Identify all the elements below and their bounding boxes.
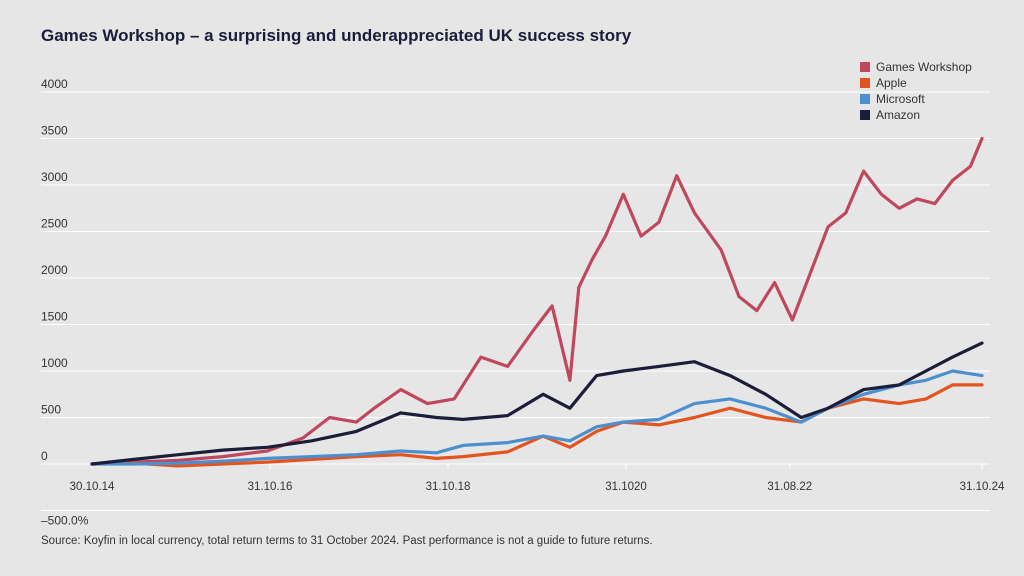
series-line-microsoft <box>90 369 984 466</box>
legend-swatch <box>860 110 870 120</box>
y-tick-label: 0 <box>41 449 48 463</box>
y-tick-label: 4000 <box>41 77 68 91</box>
x-tick-label: 31.08.22 <box>767 481 812 493</box>
legend-swatch <box>860 94 870 104</box>
source-note: Source: Koyfin in local currency, total … <box>41 535 653 547</box>
chart-title: Games Workshop – a surprising and undera… <box>41 26 632 45</box>
y-tick-label: 3500 <box>41 124 68 138</box>
legend-swatch <box>860 62 870 72</box>
y-tick-label: 1000 <box>41 356 68 370</box>
legend-label: Games Workshop <box>876 60 972 74</box>
series-line-apple <box>90 383 984 468</box>
x-tick-label: 31.10.16 <box>248 481 293 493</box>
series-line-games-workshop <box>90 136 984 466</box>
y-tick-label: –500.0% <box>41 514 89 528</box>
series-line-amazon <box>90 341 984 466</box>
legend-swatch <box>860 78 870 88</box>
x-tick-label: 31.1020 <box>605 481 647 493</box>
y-tick-label: 1500 <box>41 310 68 324</box>
y-tick-label: 2500 <box>41 217 68 231</box>
x-tick-label: 30.10.14 <box>70 481 115 493</box>
y-tick-label: 500 <box>41 403 61 417</box>
x-tick-label: 31.10.24 <box>960 481 1005 493</box>
y-tick-label: 2000 <box>41 263 68 277</box>
y-tick-label: 3000 <box>41 170 68 184</box>
legend-label: Microsoft <box>876 92 925 106</box>
legend-label: Amazon <box>876 108 920 122</box>
legend-label: Apple <box>876 76 907 90</box>
x-tick-label: 31.10.18 <box>426 481 471 493</box>
